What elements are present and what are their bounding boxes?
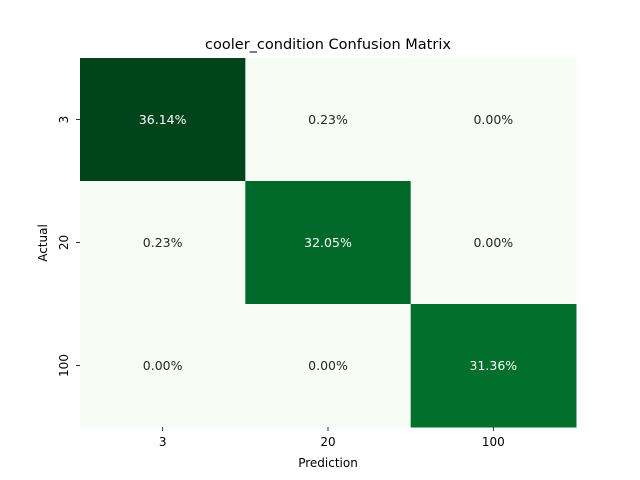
heatmap-cell-label: 0.00% [473, 235, 513, 250]
heatmap-cell [410, 304, 577, 428]
heatmap-cell-label: 0.00% [473, 112, 513, 127]
heatmap-cell-labels: 36.14% 0.23% 0.00% 0.23% 32.05% 0.00% 0.00% 0.0… [139, 112, 517, 373]
heatmap-cell [80, 58, 246, 182]
heatmap-cell [410, 58, 577, 182]
heatmap-cell-label: 0.00% [143, 358, 183, 373]
heatmap-cell-label: 31.36% [469, 358, 517, 373]
heatmap-cell [80, 181, 246, 305]
heatmap-cell-label: 36.14% [139, 112, 187, 127]
heatmap-cell-label: 0.23% [143, 235, 183, 250]
x-tick-label: 100 [482, 435, 505, 449]
y-tick-label: 20 [57, 235, 71, 250]
x-tick-label: 20 [320, 435, 335, 449]
chart-title: cooler_condition Confusion Matrix [205, 37, 451, 53]
y-tick-label: 3 [57, 116, 71, 124]
heatmap-cell [245, 181, 412, 305]
heatmap-cell-label: 32.05% [304, 235, 352, 250]
heatmap-cell [245, 304, 412, 428]
heatmap-cell-label: 0.00% [308, 358, 348, 373]
heatmap-cell [80, 304, 246, 428]
y-tick-label: 100 [57, 354, 71, 377]
x-axis-label: Prediction [298, 456, 358, 470]
y-axis-label: Actual [36, 224, 50, 262]
heatmap-cell-label: 0.23% [308, 112, 348, 127]
x-axis: 3 20 100 [159, 427, 505, 449]
x-tick-label: 3 [159, 435, 167, 449]
heatmap-cells [80, 58, 577, 428]
heatmap-cell [410, 181, 577, 305]
heatmap-cell [245, 58, 412, 182]
y-axis: 3 20 100 [57, 116, 80, 377]
